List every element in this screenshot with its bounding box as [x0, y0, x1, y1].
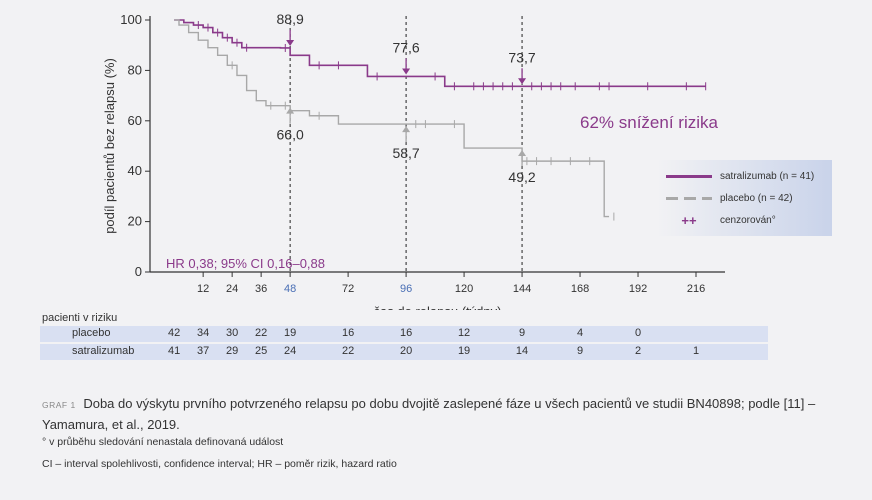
legend: satralizumab (n = 41) placebo (n = 42) +…	[656, 160, 832, 236]
legend-swatch-satralizumab	[666, 174, 712, 178]
x-tick-label: 168	[571, 283, 589, 295]
risk-count: 29	[226, 345, 239, 357]
risk-count: 2	[634, 345, 642, 357]
x-tick-label: 96	[400, 283, 412, 295]
censor-marker-icon: ++	[681, 212, 697, 228]
risk-count: 24	[284, 345, 297, 357]
footnote-censored: ° v průběhu sledování nenastala definova…	[42, 436, 284, 448]
annotation-value: 49,2	[508, 169, 535, 185]
y-tick-label: 40	[128, 163, 142, 178]
risk-count: 12	[457, 327, 471, 339]
y-tick-label: 60	[128, 113, 142, 128]
risk-count: 16	[399, 327, 413, 339]
risk-count: 22	[255, 327, 268, 339]
legend-label-censored: cenzorován°	[720, 214, 776, 226]
series-line-placebo	[174, 19, 610, 218]
risk-count: 37	[197, 345, 210, 357]
x-tick-label: 12	[197, 283, 209, 295]
x-tick-label: 120	[455, 283, 473, 295]
risk-count: 30	[226, 327, 239, 339]
annotation-value: 88,9	[277, 11, 304, 27]
x-tick-label: 144	[513, 283, 531, 295]
legend-item-placebo: placebo (n = 42)	[666, 190, 793, 206]
risk-row-label: placebo	[72, 327, 111, 339]
x-tick-label: 192	[629, 283, 647, 295]
legend-item-censored: ++ cenzorován°	[666, 212, 776, 228]
annotation-arrowhead	[402, 68, 411, 75]
x-tick-label: 36	[255, 283, 267, 295]
footnote-abbrev: CI – interval spolehlivosti, confidence …	[42, 458, 397, 470]
risk-count: 19	[457, 345, 471, 357]
risk-count: 34	[197, 327, 210, 339]
legend-label-satralizumab: satralizumab (n = 41)	[720, 170, 815, 182]
risk-count: 16	[341, 327, 355, 339]
annotation-value: 58,7	[392, 145, 419, 161]
annotation-arrowhead	[518, 150, 527, 157]
y-tick-label: 100	[120, 12, 142, 27]
risk-count: 4	[576, 327, 584, 339]
y-tick-label: 80	[128, 62, 142, 77]
risk-count: 9	[518, 327, 526, 339]
x-tick-label: 24	[226, 283, 238, 295]
hr-label: HR 0,38; 95% CI 0,16–0,88	[166, 256, 325, 271]
figure-caption: GRAF 1 Doba do výskytu prvního potvrzené…	[42, 394, 842, 434]
risk-row-label: satralizumab	[72, 345, 135, 357]
risk-count: 25	[255, 345, 268, 357]
legend-label-placebo: placebo (n = 42)	[720, 192, 793, 204]
legend-swatch-placebo	[666, 196, 712, 200]
annotation-arrowhead	[286, 107, 295, 114]
y-tick-label: 20	[128, 214, 142, 229]
km-chart: 0 20 40 60 80 100 12 24 36 48 72 96 120 144 168 192 216 č…	[102, 11, 725, 310]
risk-count: 42	[168, 327, 181, 339]
risk-count: 0	[634, 327, 642, 339]
y-tick-label: 0	[135, 264, 142, 279]
caption-text: Doba do výskytu prvního potvrzeného rela…	[42, 396, 816, 432]
x-axis-label: čas do relapsu (týdny)	[374, 304, 502, 310]
risk-count: 19	[284, 327, 297, 339]
legend-item-satralizumab: satralizumab (n = 41)	[666, 168, 814, 184]
risk-count: 22	[341, 345, 355, 357]
annotation-value: 77,6	[392, 39, 419, 55]
annotation-arrowhead	[286, 39, 295, 46]
y-axis-label: podíl pacientů bez relapsu (%)	[102, 58, 117, 234]
annotation-value: 73,7	[508, 49, 535, 65]
risk-count: 20	[399, 345, 413, 357]
annotation-value: 66,0	[277, 127, 304, 143]
risk-count: 1	[692, 345, 700, 357]
annotation-arrowhead	[402, 126, 411, 133]
annotation-arrowhead	[518, 78, 527, 85]
series-line-satralizumab	[174, 19, 706, 88]
risk-row-satralizumab: satralizumab 41 37 29 25 24 22 20 19 14 9 2 1	[40, 344, 768, 360]
risk-count: 41	[168, 345, 181, 357]
risk-reduction-label: 62% snížení rizika	[580, 113, 718, 132]
risk-table-title: pacienti v riziku	[42, 312, 118, 324]
risk-count: 9	[576, 345, 584, 357]
risk-row-placebo: placebo 42 34 30 22 19 16 16 12 9 4 0	[40, 326, 768, 342]
x-tick-label: 72	[342, 283, 354, 295]
x-tick-label: 48	[284, 283, 296, 295]
risk-count: 14	[515, 345, 529, 357]
x-tick-label: 216	[687, 283, 705, 295]
caption-tag: GRAF 1	[42, 400, 76, 410]
